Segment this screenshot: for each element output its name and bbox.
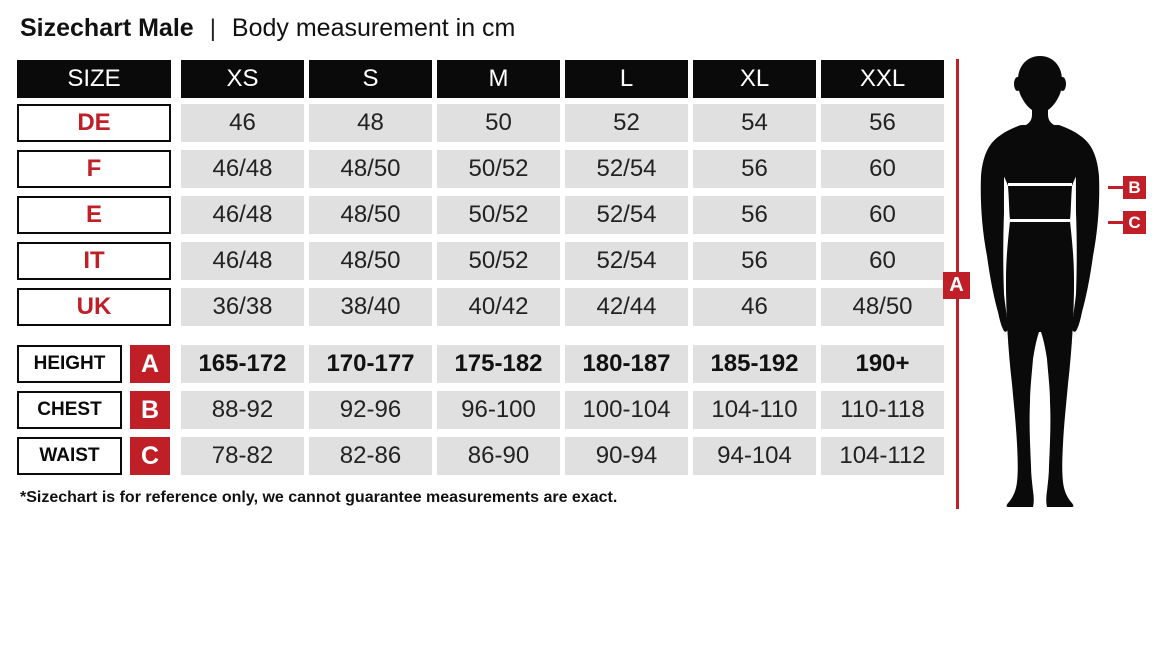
table-cell: 110-118 [821, 391, 944, 429]
table-row-e: E 46/48 48/50 50/52 52/54 56 60 [17, 196, 949, 234]
table-cell: 82-86 [309, 437, 432, 475]
size-col-xxl: XXL [821, 60, 944, 98]
male-body-silhouette-icon [980, 56, 1100, 507]
size-col-xl: XL [693, 60, 816, 98]
table-cell: 54 [693, 104, 816, 142]
size-header-cell: SIZE [17, 60, 171, 98]
table-cell: 48/50 [309, 242, 432, 280]
table-cell: 52/54 [565, 242, 688, 280]
waist-tick-line [1108, 221, 1123, 224]
table-row-it: IT 46/48 48/50 50/52 52/54 56 60 [17, 242, 949, 280]
table-cell: 48/50 [821, 288, 944, 326]
table-cell: 90-94 [565, 437, 688, 475]
table-row-de: DE 46 48 50 52 54 56 [17, 104, 949, 142]
table-row-f: F 46/48 48/50 50/52 52/54 56 60 [17, 150, 949, 188]
marker-c-badge: C [130, 437, 170, 475]
table-cell: 92-96 [309, 391, 432, 429]
size-col-l: L [565, 60, 688, 98]
table-cell: 56 [693, 196, 816, 234]
marker-a-badge: A [130, 345, 170, 383]
measure-label-waist: WAIST [17, 437, 122, 475]
table-cell: 56 [821, 104, 944, 142]
table-row-uk: UK 36/38 38/40 40/42 42/44 46 48/50 [17, 288, 949, 326]
table-cell: 60 [821, 196, 944, 234]
table-cell: 52/54 [565, 150, 688, 188]
page-title: Sizechart Male | Body measurement in cm [20, 14, 515, 43]
table-cell: 165-172 [181, 345, 304, 383]
figure-marker-b: B [1123, 176, 1146, 199]
table-cell: 46/48 [181, 150, 304, 188]
table-cell: 104-112 [821, 437, 944, 475]
table-cell: 36/38 [181, 288, 304, 326]
title-separator: | [209, 15, 216, 42]
table-cell: 180-187 [565, 345, 688, 383]
size-col-m: M [437, 60, 560, 98]
table-cell: 185-192 [693, 345, 816, 383]
region-label-it: IT [17, 242, 171, 280]
table-cell: 38/40 [309, 288, 432, 326]
chest-tick-line [1108, 186, 1123, 189]
table-cell: 52/54 [565, 196, 688, 234]
table-cell: 170-177 [309, 345, 432, 383]
table-cell: 56 [693, 242, 816, 280]
table-cell: 46/48 [181, 242, 304, 280]
table-cell: 52 [565, 104, 688, 142]
table-cell: 50/52 [437, 196, 560, 234]
table-cell: 42/44 [565, 288, 688, 326]
table-cell: 88-92 [181, 391, 304, 429]
measure-label-chest: CHEST [17, 391, 122, 429]
table-cell: 50 [437, 104, 560, 142]
table-row-waist: WAIST C 78-82 82-86 86-90 90-94 94-104 1… [17, 437, 949, 475]
table-cell: 96-100 [437, 391, 560, 429]
table-cell: 46 [693, 288, 816, 326]
title-main: Sizechart Male [20, 14, 194, 42]
size-col-s: S [309, 60, 432, 98]
size-table: SIZE XS S M L XL XXL DE 46 48 50 52 54 5… [17, 60, 949, 483]
table-row-chest: CHEST B 88-92 92-96 96-100 100-104 104-1… [17, 391, 949, 429]
section-gap [17, 334, 949, 345]
table-cell: 78-82 [181, 437, 304, 475]
table-cell: 46 [181, 104, 304, 142]
marker-b-badge: B [130, 391, 170, 429]
table-row-height: HEIGHT A 165-172 170-177 175-182 180-187… [17, 345, 949, 383]
region-label-f: F [17, 150, 171, 188]
region-label-de: DE [17, 104, 171, 142]
figure-marker-a: A [943, 272, 970, 299]
region-label-uk: UK [17, 288, 171, 326]
table-cell: 94-104 [693, 437, 816, 475]
table-cell: 100-104 [565, 391, 688, 429]
table-cell: 48/50 [309, 150, 432, 188]
table-cell: 50/52 [437, 150, 560, 188]
table-cell: 56 [693, 150, 816, 188]
table-cell: 104-110 [693, 391, 816, 429]
table-cell: 40/42 [437, 288, 560, 326]
table-cell: 60 [821, 242, 944, 280]
table-cell: 190+ [821, 345, 944, 383]
table-cell: 48/50 [309, 196, 432, 234]
figure-marker-c: C [1123, 211, 1146, 234]
table-header-row: SIZE XS S M L XL XXL [17, 60, 949, 98]
region-label-e: E [17, 196, 171, 234]
footnote: *Sizechart is for reference only, we can… [20, 489, 618, 506]
table-cell: 48 [309, 104, 432, 142]
title-subtitle: Body measurement in cm [231, 14, 516, 42]
measure-label-height: HEIGHT [17, 345, 122, 383]
size-col-xs: XS [181, 60, 304, 98]
table-cell: 46/48 [181, 196, 304, 234]
table-cell: 175-182 [437, 345, 560, 383]
body-measurement-figure: A B C [935, 50, 1169, 520]
table-cell: 50/52 [437, 242, 560, 280]
table-cell: 86-90 [437, 437, 560, 475]
table-cell: 60 [821, 150, 944, 188]
